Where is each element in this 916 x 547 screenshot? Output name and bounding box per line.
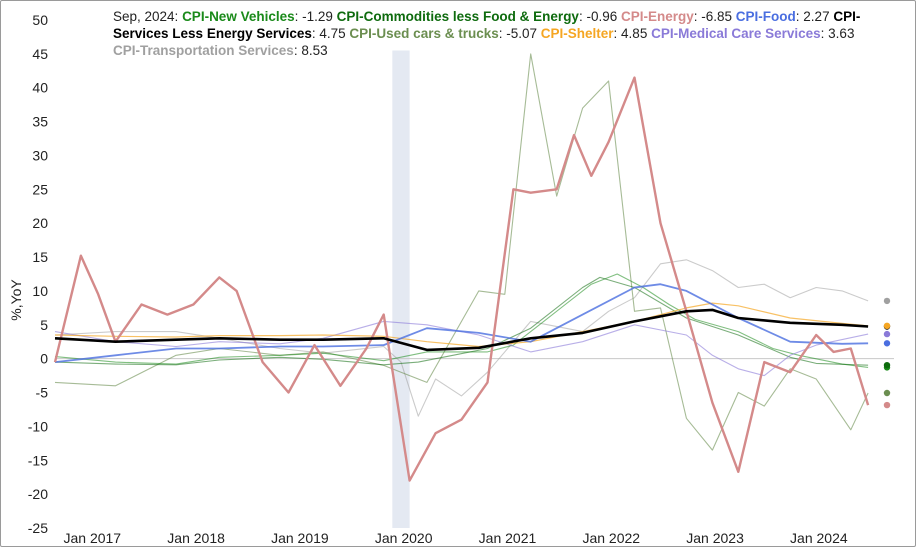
y-tick-label: 0 <box>40 351 48 367</box>
series-end-dot <box>883 401 891 409</box>
series-line <box>54 283 869 363</box>
legend-series-value: : 4.75 <box>312 26 350 41</box>
legend-series-name: CPI-Shelter <box>541 26 615 41</box>
x-tick-label: Jan 2017 <box>63 530 121 546</box>
series-end-dot <box>883 330 891 338</box>
legend-series-value: : -5.07 <box>499 26 541 41</box>
legend-series-name: CPI-Medical Care Services <box>651 26 821 41</box>
legend-series-name: CPI- <box>833 9 860 24</box>
y-tick-label: 25 <box>32 181 48 197</box>
legend-line: Services Less Energy Services: 4.75 CPI-… <box>113 26 854 41</box>
legend-series-value: : 2.27 <box>796 9 834 24</box>
x-tick-label: Jan 2020 <box>375 530 433 546</box>
legend-series-value: : 4.85 <box>614 26 652 41</box>
series-line <box>54 276 869 366</box>
legend-series-name: CPI-Transportation Services <box>113 43 294 58</box>
series-end-dot <box>883 297 891 305</box>
y-axis-label: %,YoY <box>8 279 24 321</box>
y-tick-label: 5 <box>40 317 48 333</box>
series-line <box>54 308 869 352</box>
y-tick-label: 20 <box>32 215 48 231</box>
x-tick-label: Jan 2023 <box>686 530 744 546</box>
series-end-dot <box>883 389 891 397</box>
y-tick-label: 45 <box>32 46 48 62</box>
y-tick-label: 30 <box>32 147 48 163</box>
legend-date: Sep, 2024: <box>113 9 182 24</box>
series-line <box>54 53 869 451</box>
series-line <box>54 273 869 368</box>
x-tick-label: Jan 2021 <box>479 530 537 546</box>
y-tick-label: 40 <box>32 80 48 96</box>
recession-band-layer <box>392 50 410 528</box>
series-layer <box>53 53 870 482</box>
x-axis: Jan 2017 Jan 2018 Jan 2019 Jan 2020 Jan 2021… <box>63 530 847 546</box>
legend-series-value: : 3.63 <box>821 26 855 41</box>
end-point-markers <box>883 297 891 409</box>
legend-series-name: CPI-Energy <box>621 9 694 24</box>
legend-series-value: : -1.29 <box>295 9 337 24</box>
y-tick-label: -25 <box>28 520 48 536</box>
x-tick-label: Jan 2024 <box>790 530 848 546</box>
series-line <box>54 320 869 377</box>
legend-line: Sep, 2024: CPI-New Vehicles: -1.29 CPI-C… <box>113 9 860 24</box>
x-tick-label: Jan 2018 <box>167 530 225 546</box>
legend-series-value: : 8.53 <box>294 43 328 58</box>
y-tick-label: 35 <box>32 114 48 130</box>
y-axis: -25 -20 -15 -10 -5 0 5 10 15 20 25 30 35 40 45 50 <box>28 12 48 536</box>
x-tick-label: Jan 2022 <box>582 530 640 546</box>
recession-band <box>392 50 410 528</box>
series-line <box>54 259 869 417</box>
legend-series-name: CPI-Used cars & trucks <box>349 26 498 41</box>
y-tick-label: -15 <box>28 452 48 468</box>
y-tick-label: 15 <box>32 249 48 265</box>
legend-series-name: CPI-Commodities less Food & Energy <box>337 9 580 24</box>
legend-series-value: : -6.85 <box>694 9 736 24</box>
x-tick-label: Jan 2019 <box>271 530 329 546</box>
legend-series-name: Services Less Energy Services <box>113 26 312 41</box>
series-end-dot <box>883 361 891 369</box>
legend-line: CPI-Transportation Services: 8.53 <box>113 43 328 58</box>
y-tick-label: -20 <box>28 486 48 502</box>
series-end-dot <box>883 340 891 347</box>
y-tick-label: -5 <box>36 385 49 401</box>
y-tick-label: 50 <box>32 12 48 28</box>
y-tick-label: 10 <box>32 283 48 299</box>
series-end-dot <box>883 322 891 330</box>
legend-series-value: : -0.96 <box>579 9 621 24</box>
y-tick-label: -10 <box>28 418 48 434</box>
legend-series-name: CPI-New Vehicles <box>182 9 295 24</box>
series-line <box>53 76 870 482</box>
legend: Sep, 2024: CPI-New Vehicles: -1.29 CPI-C… <box>113 9 860 58</box>
legend-series-name: CPI-Food <box>736 9 796 24</box>
